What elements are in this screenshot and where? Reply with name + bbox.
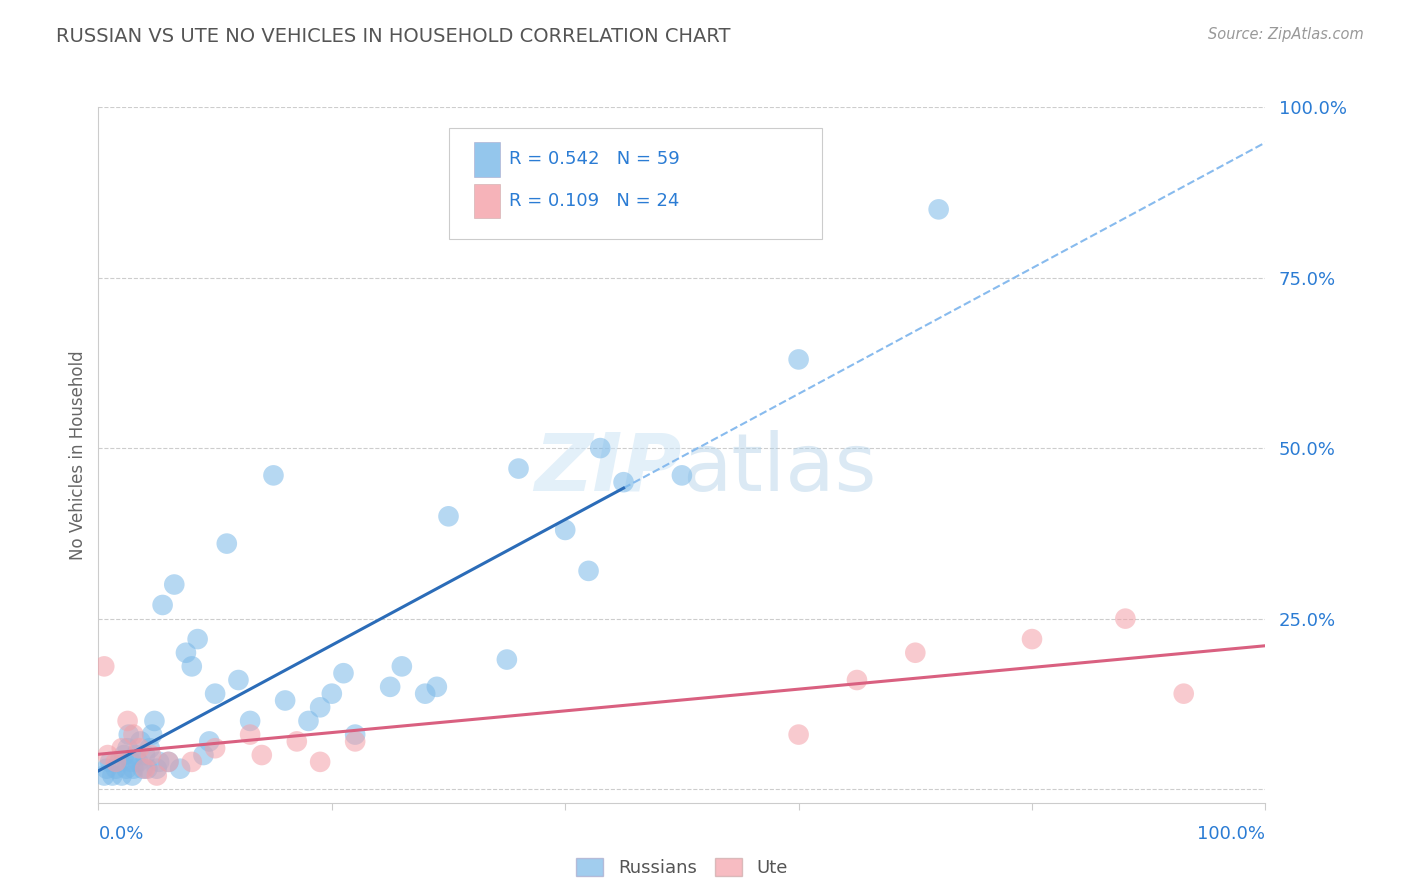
Y-axis label: No Vehicles in Household: No Vehicles in Household xyxy=(69,350,87,560)
Point xyxy=(554,523,576,537)
Point xyxy=(146,768,169,782)
Point xyxy=(204,741,226,756)
Point xyxy=(134,747,156,762)
Point xyxy=(139,747,162,762)
Point xyxy=(98,755,121,769)
Point xyxy=(309,755,332,769)
Point xyxy=(157,755,180,769)
Point xyxy=(111,768,134,782)
Point xyxy=(187,632,209,646)
Point xyxy=(148,755,170,769)
Point xyxy=(239,728,262,742)
Point xyxy=(1114,612,1136,626)
Point xyxy=(262,468,284,483)
Point xyxy=(426,680,449,694)
Text: ZIP: ZIP xyxy=(534,430,682,508)
FancyBboxPatch shape xyxy=(474,184,501,219)
Point xyxy=(121,768,143,782)
Point xyxy=(180,659,202,673)
FancyBboxPatch shape xyxy=(474,142,501,177)
Point xyxy=(146,762,169,776)
Point xyxy=(671,468,693,483)
Point xyxy=(787,728,810,742)
Point xyxy=(508,461,530,475)
Point xyxy=(120,755,142,769)
Point xyxy=(122,762,145,776)
Point xyxy=(437,509,460,524)
Point xyxy=(132,762,155,776)
Point xyxy=(169,762,191,776)
Point xyxy=(589,441,612,455)
Point xyxy=(332,666,354,681)
Point xyxy=(139,741,162,756)
Point xyxy=(193,747,215,762)
Point xyxy=(904,646,927,660)
Point xyxy=(118,728,141,742)
Point xyxy=(180,755,202,769)
Point xyxy=(845,673,868,687)
Point xyxy=(495,652,517,666)
Point xyxy=(1173,687,1195,701)
Point xyxy=(115,762,138,776)
Text: R = 0.542   N = 59: R = 0.542 N = 59 xyxy=(509,150,681,169)
Point xyxy=(344,728,367,742)
Point xyxy=(104,755,127,769)
Point xyxy=(198,734,221,748)
Point xyxy=(125,747,148,762)
Point xyxy=(163,577,186,591)
Point xyxy=(174,646,197,660)
Point xyxy=(136,762,159,776)
Point xyxy=(274,693,297,707)
Point xyxy=(344,734,367,748)
Point xyxy=(112,747,135,762)
Point xyxy=(101,768,124,782)
Text: 100.0%: 100.0% xyxy=(1198,825,1265,843)
Point xyxy=(117,741,139,756)
Point xyxy=(117,714,139,728)
Point xyxy=(104,762,127,776)
Text: 0.0%: 0.0% xyxy=(98,825,143,843)
Point xyxy=(391,659,413,673)
Point xyxy=(93,659,115,673)
Legend: Russians, Ute: Russians, Ute xyxy=(569,850,794,884)
Text: R = 0.109   N = 24: R = 0.109 N = 24 xyxy=(509,192,679,210)
Point xyxy=(93,768,115,782)
Point xyxy=(122,728,145,742)
Point xyxy=(157,755,180,769)
Point xyxy=(787,352,810,367)
Point xyxy=(152,598,174,612)
FancyBboxPatch shape xyxy=(449,128,823,239)
Point xyxy=(285,734,308,748)
Point xyxy=(1021,632,1043,646)
Point xyxy=(128,741,150,756)
Point xyxy=(239,714,262,728)
Text: RUSSIAN VS UTE NO VEHICLES IN HOUSEHOLD CORRELATION CHART: RUSSIAN VS UTE NO VEHICLES IN HOUSEHOLD … xyxy=(56,27,731,45)
Point xyxy=(321,687,343,701)
Point xyxy=(141,728,163,742)
Point xyxy=(378,680,402,694)
Point xyxy=(143,714,166,728)
Point xyxy=(129,734,152,748)
Point xyxy=(97,747,120,762)
Point xyxy=(215,536,238,550)
Point xyxy=(134,762,156,776)
Point xyxy=(928,202,950,217)
Point xyxy=(127,755,149,769)
Point xyxy=(111,741,134,756)
Text: atlas: atlas xyxy=(682,430,876,508)
Point xyxy=(309,700,332,714)
Point xyxy=(228,673,250,687)
Point xyxy=(108,755,131,769)
Point xyxy=(578,564,600,578)
Text: Source: ZipAtlas.com: Source: ZipAtlas.com xyxy=(1208,27,1364,42)
Point xyxy=(204,687,226,701)
Point xyxy=(96,762,118,776)
Point xyxy=(250,747,273,762)
Point xyxy=(413,687,436,701)
Point xyxy=(612,475,634,490)
Point xyxy=(297,714,319,728)
